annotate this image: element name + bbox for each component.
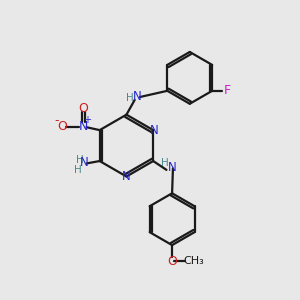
Text: O: O	[167, 255, 177, 268]
Text: O: O	[79, 102, 88, 115]
Text: N: N	[80, 156, 88, 169]
Text: N: N	[133, 91, 142, 103]
Text: H: H	[74, 165, 82, 175]
Text: F: F	[223, 84, 230, 97]
Text: +: +	[83, 115, 91, 125]
Text: N: N	[79, 120, 88, 133]
Text: H: H	[161, 158, 169, 168]
Text: N: N	[150, 124, 159, 136]
Text: CH₃: CH₃	[183, 256, 204, 266]
Text: H: H	[76, 155, 84, 165]
Text: N: N	[122, 170, 131, 183]
Text: -: -	[54, 114, 58, 127]
Text: N: N	[167, 161, 176, 174]
Text: O: O	[57, 120, 67, 133]
Text: H: H	[125, 94, 133, 103]
